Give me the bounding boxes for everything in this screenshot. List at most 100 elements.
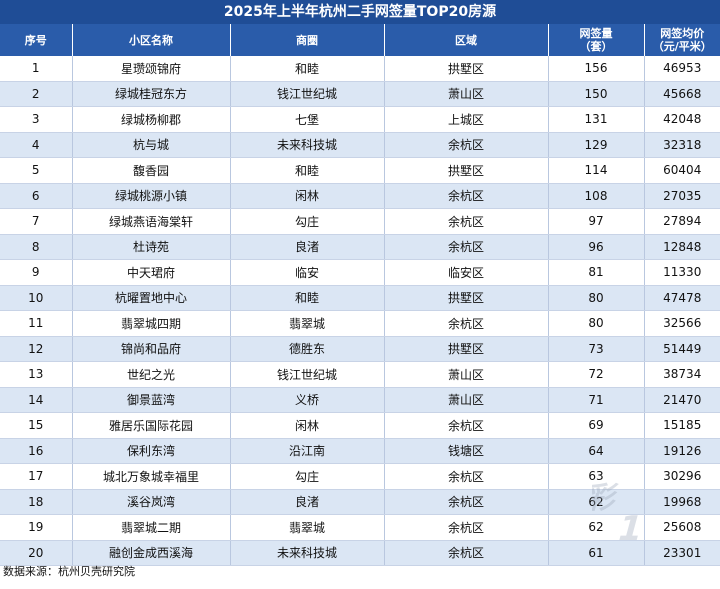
cell-name: 保利东湾 xyxy=(72,438,231,464)
cell-index: 20 xyxy=(0,540,73,566)
cell-name: 翡翠城四期 xyxy=(72,310,231,337)
cell-count: 108 xyxy=(548,183,645,209)
cell-price: 19126 xyxy=(644,438,720,464)
cell-index: 8 xyxy=(0,234,73,260)
table-row: 19 翡翠城二期 翡翠城 余杭区 62 25608 xyxy=(0,514,720,541)
cell-price: 45668 xyxy=(644,81,720,107)
table-row: 14 御景蓝湾 义桥 萧山区 71 21470 xyxy=(0,387,720,413)
cell-count: 131 xyxy=(548,106,645,133)
cell-count: 129 xyxy=(548,132,645,158)
cell-district: 沿江南 xyxy=(230,438,385,464)
cell-price: 11330 xyxy=(644,259,720,286)
cell-name: 绿城杨柳郡 xyxy=(72,106,231,133)
cell-area: 萧山区 xyxy=(384,387,549,413)
cell-district: 勾庄 xyxy=(230,208,385,235)
cell-name: 绿城桃源小镇 xyxy=(72,183,231,209)
table-row: 13 世纪之光 钱江世纪城 萧山区 72 38734 xyxy=(0,361,720,388)
cell-price: 51449 xyxy=(644,336,720,362)
table-row: 18 溪谷岚湾 良渚 余杭区 62 19968 xyxy=(0,489,720,515)
cell-district: 钱江世纪城 xyxy=(230,361,385,388)
cell-price: 19968 xyxy=(644,489,720,515)
cell-district: 和睦 xyxy=(230,285,385,311)
table-row: 9 中天珺府 临安 临安区 81 11330 xyxy=(0,259,720,286)
table-row: 8 杜诗苑 良渚 余杭区 96 12848 xyxy=(0,234,720,260)
cell-count: 72 xyxy=(548,361,645,388)
table-row: 3 绿城杨柳郡 七堡 上城区 131 42048 xyxy=(0,106,720,133)
cell-name: 锦尚和品府 xyxy=(72,336,231,362)
cell-name: 翡翠城二期 xyxy=(72,514,231,541)
svg-text:1: 1 xyxy=(613,510,647,548)
cell-index: 16 xyxy=(0,438,73,464)
table-row: 4 杭与城 未来科技城 余杭区 129 32318 xyxy=(0,132,720,158)
cell-index: 15 xyxy=(0,412,73,439)
col-header-count: 网签量 （套） xyxy=(548,24,645,56)
table-row: 12 锦尚和品府 德胜东 拱墅区 73 51449 xyxy=(0,336,720,362)
table-row: 6 绿城桃源小镇 闲林 余杭区 108 27035 xyxy=(0,183,720,209)
cell-area: 萧山区 xyxy=(384,361,549,388)
cell-count: 73 xyxy=(548,336,645,362)
table-row: 15 雅居乐国际花园 闲林 余杭区 69 15185 xyxy=(0,412,720,439)
table-row: 2 绿城桂冠东方 钱江世纪城 萧山区 150 45668 xyxy=(0,81,720,107)
cell-name: 杭与城 xyxy=(72,132,231,158)
cell-count: 150 xyxy=(548,81,645,107)
cell-name: 杭曜置地中心 xyxy=(72,285,231,311)
cell-district: 未来科技城 xyxy=(230,540,385,566)
table-row: 7 绿城燕语海棠轩 勾庄 余杭区 97 27894 xyxy=(0,208,720,235)
cell-price: 60404 xyxy=(644,157,720,184)
table-title: 2025年上半年杭州二手网签量TOP20房源 xyxy=(0,0,720,24)
cell-index: 14 xyxy=(0,387,73,413)
cell-area: 余杭区 xyxy=(384,310,549,337)
cell-name: 世纪之光 xyxy=(72,361,231,388)
cell-area: 萧山区 xyxy=(384,81,549,107)
cell-district: 钱江世纪城 xyxy=(230,81,385,107)
cell-area: 余杭区 xyxy=(384,412,549,439)
cell-price: 23301 xyxy=(644,540,720,566)
col-header-index: 序号 xyxy=(0,24,73,56)
cell-count: 62 xyxy=(548,489,645,515)
col-header-name: 小区名称 xyxy=(72,24,231,56)
table-row: 16 保利东湾 沿江南 钱塘区 64 19126 xyxy=(0,438,720,464)
cell-price: 46953 xyxy=(644,56,720,82)
col-header-price: 网签均价 （元/平米） xyxy=(644,24,720,56)
cell-index: 19 xyxy=(0,514,73,541)
cell-count: 156 xyxy=(548,56,645,82)
cell-district: 良渚 xyxy=(230,489,385,515)
cell-price: 27894 xyxy=(644,208,720,235)
cell-name: 溪谷岚湾 xyxy=(72,489,231,515)
cell-index: 17 xyxy=(0,463,73,490)
cell-index: 5 xyxy=(0,157,73,184)
cell-area: 余杭区 xyxy=(384,463,549,490)
cell-area: 拱墅区 xyxy=(384,285,549,311)
cell-count: 61 xyxy=(548,540,645,566)
cell-area: 拱墅区 xyxy=(384,336,549,362)
cell-index: 1 xyxy=(0,56,73,82)
cell-name: 雅居乐国际花园 xyxy=(72,412,231,439)
cell-count: 81 xyxy=(548,259,645,286)
cell-area: 余杭区 xyxy=(384,514,549,541)
cell-area: 余杭区 xyxy=(384,234,549,260)
table-header-row: 序号 小区名称 商圈 区域 网签量 （套） 网签均价 （元/平米） xyxy=(0,24,720,56)
cell-price: 27035 xyxy=(644,183,720,209)
cell-price: 15185 xyxy=(644,412,720,439)
cell-index: 12 xyxy=(0,336,73,362)
cell-area: 上城区 xyxy=(384,106,549,133)
cell-index: 13 xyxy=(0,361,73,388)
cell-name: 绿城桂冠东方 xyxy=(72,81,231,107)
cell-area: 余杭区 xyxy=(384,183,549,209)
cell-district: 翡翠城 xyxy=(230,310,385,337)
table-row: 1 星瓒颂锦府 和睦 拱墅区 156 46953 xyxy=(0,56,720,82)
cell-price: 12848 xyxy=(644,234,720,260)
cell-area: 拱墅区 xyxy=(384,157,549,184)
cell-name: 杜诗苑 xyxy=(72,234,231,260)
cell-area: 余杭区 xyxy=(384,489,549,515)
cell-district: 未来科技城 xyxy=(230,132,385,158)
cell-index: 6 xyxy=(0,183,73,209)
cell-name: 绿城燕语海棠轩 xyxy=(72,208,231,235)
col-header-area: 区域 xyxy=(384,24,549,56)
cell-count: 64 xyxy=(548,438,645,464)
cell-area: 临安区 xyxy=(384,259,549,286)
cell-count: 71 xyxy=(548,387,645,413)
cell-district: 翡翠城 xyxy=(230,514,385,541)
cell-count: 96 xyxy=(548,234,645,260)
cell-price: 47478 xyxy=(644,285,720,311)
